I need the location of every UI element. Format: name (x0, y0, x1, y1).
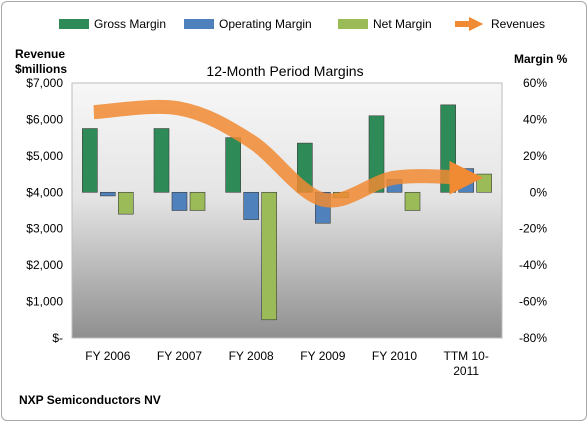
right-tick-label-1: -60% (519, 295, 547, 309)
bar-gross-margin-1 (153, 128, 170, 193)
legend-swatch-net-margin (338, 19, 368, 29)
legend-swatch-gross-margin (59, 19, 89, 29)
right-tick-label-6: 40% (523, 112, 547, 126)
bar-gross-margin-0 (82, 128, 98, 193)
chart-title: 12-Month Period Margins (206, 63, 363, 79)
bar-net-margin-5 (476, 173, 492, 193)
left-tick-label-5: $5,000 (26, 149, 63, 163)
x-tick-label-0: FY 2006 (85, 349, 130, 363)
right-tick-label-5: 20% (523, 149, 547, 163)
bar-operating-margin-0 (100, 191, 116, 197)
x-tick-label-2: FY 2008 (229, 349, 274, 363)
legend-label-operating-margin: Operating Margin (219, 17, 312, 31)
x-tick-label-5: TTM 10-2011 (443, 349, 488, 378)
line-revenues (93, 99, 483, 208)
company-name: NXP Semiconductors NV (19, 393, 161, 407)
legend-swatch-operating-margin (184, 19, 214, 29)
left-tick-label-4: $4,000 (26, 185, 63, 199)
bar-operating-margin-2 (243, 191, 259, 220)
left-tick-label-2: $2,000 (26, 258, 63, 272)
left-tick-label-0: $- (52, 331, 63, 345)
right-axis-title: Margin % (514, 52, 568, 66)
bar-operating-margin-1 (171, 191, 188, 211)
left-axis-title-line2: $millions (15, 62, 67, 76)
left-tick-label-6: $6,000 (26, 112, 63, 126)
bar-net-margin-0 (118, 191, 134, 215)
legend-label-gross-margin: Gross Margin (94, 17, 166, 31)
left-tick-label-3: $3,000 (26, 222, 63, 236)
bar-net-margin-2 (261, 191, 277, 321)
right-tick-label-4: 0% (530, 185, 548, 199)
legend-label-net-margin: Net Margin (373, 17, 432, 31)
legend: Gross Margin Operating Margin Net Margin… (59, 16, 545, 32)
left-tick-label-7: $7,000 (26, 76, 63, 90)
bar-net-margin-4 (404, 191, 421, 211)
x-tick-label-3: FY 2009 (300, 349, 345, 363)
right-tick-label-2: -40% (519, 258, 547, 272)
legend-label-revenues: Revenues (491, 17, 545, 31)
right-tick-label-7: 60% (523, 76, 547, 90)
right-tick-label-3: -20% (519, 222, 547, 236)
right-tick-label-0: -80% (519, 331, 547, 345)
plot-area (71, 82, 503, 339)
x-tick-label-1: FY 2007 (157, 349, 202, 363)
left-axis-title-line1: Revenue (15, 47, 65, 61)
x-tick-label-4: FY 2010 (372, 349, 417, 363)
bar-gross-margin-2 (225, 137, 241, 193)
left-tick-label-1: $1,000 (26, 295, 63, 309)
bar-gross-margin-4 (368, 115, 385, 193)
bar-net-margin-1 (189, 191, 206, 211)
